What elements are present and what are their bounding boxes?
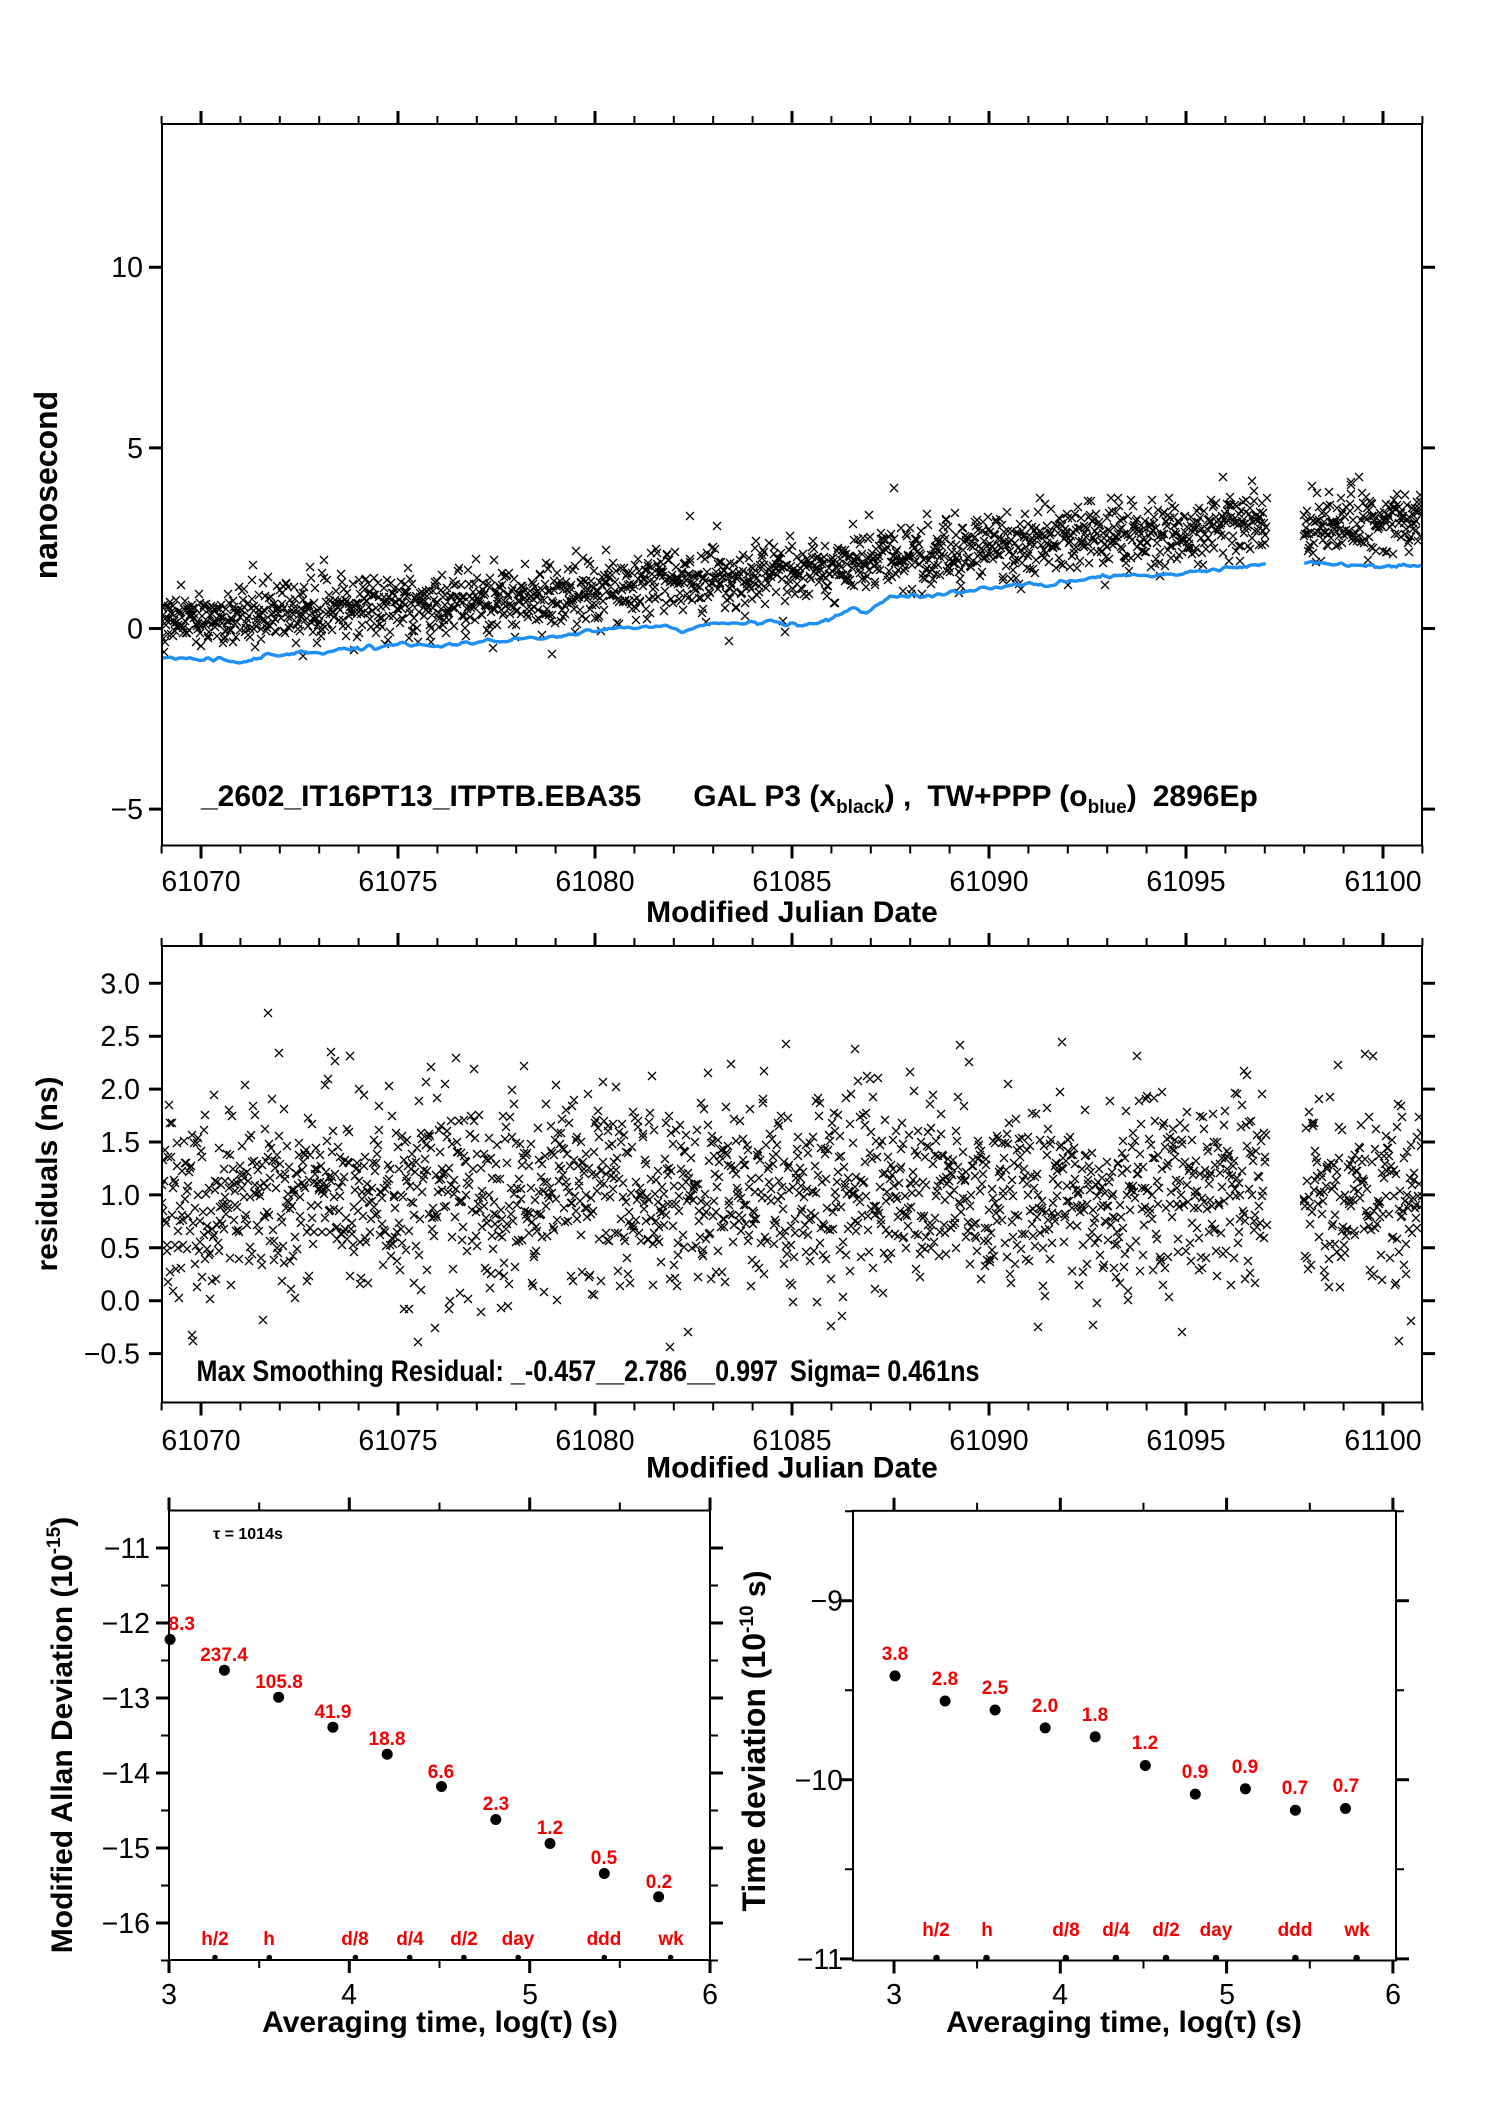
svg-text:5: 5 xyxy=(522,1979,538,2011)
svg-text:1.2: 1.2 xyxy=(537,1818,563,1839)
svg-text:2.3: 2.3 xyxy=(483,1794,509,1815)
svg-text:0.5: 0.5 xyxy=(100,1233,140,1265)
svg-text:−16: −16 xyxy=(102,1908,150,1940)
svg-text:day: day xyxy=(1200,1920,1233,1941)
svg-text:61095: 61095 xyxy=(1146,1425,1225,1457)
svg-text:d/8: d/8 xyxy=(341,1929,368,1950)
svg-text:Modified Allan Deviation (10-1: Modified Allan Deviation (10-15) xyxy=(44,1517,79,1953)
svg-text:1.5: 1.5 xyxy=(100,1127,140,1159)
svg-text:3: 3 xyxy=(886,1979,902,2011)
svg-text:τ = 1014s: τ = 1014s xyxy=(213,1526,283,1543)
svg-text:1.0: 1.0 xyxy=(100,1180,140,1212)
svg-text:0: 0 xyxy=(127,614,143,646)
svg-text:10: 10 xyxy=(111,252,143,284)
svg-text:5: 5 xyxy=(127,433,143,465)
svg-text:0.9: 0.9 xyxy=(1232,1757,1258,1778)
svg-text:61070: 61070 xyxy=(161,866,240,898)
svg-text:6: 6 xyxy=(1385,1979,1401,2011)
svg-text:d/4: d/4 xyxy=(1102,1920,1130,1941)
svg-text:0.9: 0.9 xyxy=(1182,1762,1208,1783)
svg-text:237.4: 237.4 xyxy=(200,1645,248,1666)
svg-text:−10: −10 xyxy=(795,1765,843,1797)
svg-text:18.8: 18.8 xyxy=(369,1729,406,1750)
svg-text:0.2: 0.2 xyxy=(646,1872,672,1893)
svg-text:Modified Julian Date: Modified Julian Date xyxy=(646,896,938,929)
svg-text:d/4: d/4 xyxy=(396,1929,424,1950)
svg-text:h: h xyxy=(263,1929,275,1950)
svg-text:−11: −11 xyxy=(797,1944,843,1976)
svg-text:ddd: ddd xyxy=(587,1929,622,1950)
svg-text:0.7: 0.7 xyxy=(1333,1776,1359,1797)
svg-text:−5: −5 xyxy=(111,794,144,826)
svg-text:0.0: 0.0 xyxy=(100,1286,140,1318)
svg-text:−14: −14 xyxy=(102,1758,150,1790)
svg-text:−13: −13 xyxy=(102,1683,150,1715)
svg-text:Modified Julian Date: Modified Julian Date xyxy=(646,1452,938,1485)
svg-text:61080: 61080 xyxy=(555,1425,634,1457)
svg-text:8.3: 8.3 xyxy=(169,1614,195,1635)
svg-text:0.7: 0.7 xyxy=(1282,1778,1308,1799)
svg-text:6: 6 xyxy=(702,1979,718,2011)
svg-text:Max Smoothing Residual: _-0.45: Max Smoothing Residual: _-0.457__2.786__… xyxy=(197,1355,980,1388)
svg-text:4: 4 xyxy=(1052,1979,1068,2011)
svg-text:61075: 61075 xyxy=(358,866,437,898)
svg-text:d/2: d/2 xyxy=(450,1929,477,1950)
svg-text:61085: 61085 xyxy=(752,1425,831,1457)
svg-text:h: h xyxy=(981,1920,993,1941)
svg-text:−12: −12 xyxy=(102,1608,150,1640)
svg-text:2.8: 2.8 xyxy=(932,1669,958,1690)
svg-text:−11: −11 xyxy=(104,1533,150,1565)
svg-text:3.0: 3.0 xyxy=(100,968,140,1000)
svg-text:61080: 61080 xyxy=(555,866,634,898)
svg-text:2.0: 2.0 xyxy=(100,1074,140,1106)
svg-text:Time deviation (10-10 s): Time deviation (10-10 s) xyxy=(736,1570,772,1911)
svg-text:61090: 61090 xyxy=(949,866,1028,898)
svg-text:61090: 61090 xyxy=(949,1425,1028,1457)
svg-text:0.5: 0.5 xyxy=(591,1848,618,1869)
svg-text:6.6: 6.6 xyxy=(428,1762,454,1783)
svg-text:Averaging time, log(τ) (s): Averaging time, log(τ) (s) xyxy=(946,2006,1302,2039)
svg-text:61100: 61100 xyxy=(1344,866,1421,898)
svg-text:day: day xyxy=(502,1929,535,1950)
svg-text:2.0: 2.0 xyxy=(1032,1696,1058,1717)
svg-text:61095: 61095 xyxy=(1146,866,1225,898)
svg-text:wk: wk xyxy=(1343,1920,1370,1941)
svg-text:61070: 61070 xyxy=(161,1425,240,1457)
svg-text:3: 3 xyxy=(161,1979,177,2011)
svg-text:−15: −15 xyxy=(102,1833,150,1865)
svg-text:h/2: h/2 xyxy=(201,1929,228,1950)
svg-text:ddd: ddd xyxy=(1278,1920,1313,1941)
svg-text:2.5: 2.5 xyxy=(100,1021,140,1053)
svg-text:wk: wk xyxy=(657,1929,684,1950)
svg-text:41.9: 41.9 xyxy=(315,1702,352,1723)
svg-text:h/2: h/2 xyxy=(922,1920,949,1941)
svg-text:d/8: d/8 xyxy=(1052,1920,1079,1941)
svg-text:−9: −9 xyxy=(811,1586,844,1618)
svg-text:61085: 61085 xyxy=(752,866,831,898)
svg-text:105.8: 105.8 xyxy=(255,1672,303,1693)
svg-text:61100: 61100 xyxy=(1344,1425,1421,1457)
svg-text:3.8: 3.8 xyxy=(882,1644,908,1665)
svg-text:1.8: 1.8 xyxy=(1082,1705,1108,1726)
svg-text:nanosecond: nanosecond xyxy=(28,391,64,579)
svg-text:−0.5: −0.5 xyxy=(84,1339,140,1371)
svg-text:d/2: d/2 xyxy=(1152,1920,1179,1941)
svg-text:Averaging time, log(τ) (s): Averaging time, log(τ) (s) xyxy=(262,2006,618,2039)
svg-text:4: 4 xyxy=(341,1979,357,2011)
svg-text:5: 5 xyxy=(1219,1979,1235,2011)
svg-text:61075: 61075 xyxy=(358,1425,437,1457)
svg-text:2.5: 2.5 xyxy=(982,1678,1009,1699)
svg-text:1.2: 1.2 xyxy=(1132,1733,1158,1754)
svg-text:residuals (ns): residuals (ns) xyxy=(31,1076,64,1271)
